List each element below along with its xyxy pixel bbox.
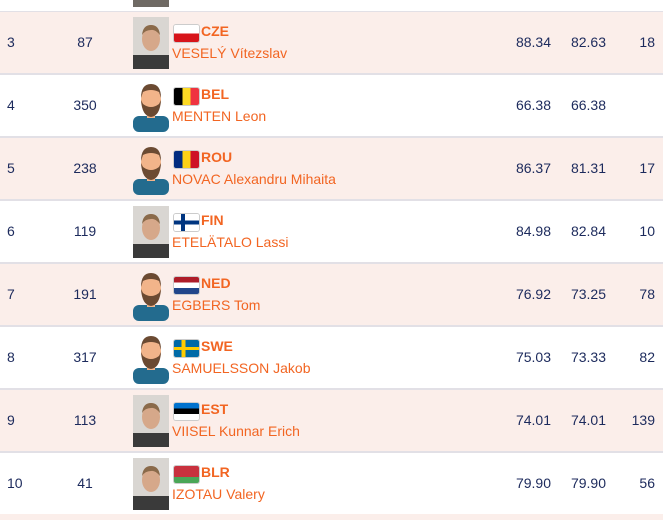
best-mark: 74.01 [515,412,551,428]
table-row[interactable]: 7 191 NED EGBERS Tom 76.92 73.25 78 [0,264,663,327]
next-row-partial [0,514,663,520]
athlete-photo [133,458,169,510]
flag-icon [174,277,199,294]
season-best: 82.84 [570,223,606,239]
country-code: SWE [201,338,233,354]
flag-icon [174,88,199,105]
flag-icon [174,403,199,420]
country-code: FIN [201,212,224,228]
flag-icon [174,466,199,483]
table-row[interactable]: 3 87 CZE VESELÝ Vítezslav 88.34 82.63 18 [0,12,663,75]
season-best: 79.90 [570,475,606,491]
season-best: 81.31 [570,160,606,176]
table-row[interactable]: 4 350 BEL MENTEN Leon 66.38 66.38 [0,75,663,138]
country-code: EST [201,401,229,417]
table-row[interactable]: 6 119 FIN ETELÄTALO Lassi 84.98 82.84 10 [0,201,663,264]
athlete-name-link[interactable]: MENTEN Leon [172,108,267,124]
country-code: BLR [201,464,230,480]
rank: 6 [7,223,15,239]
ranking-value: 17 [639,160,655,176]
flag-icon [174,151,199,168]
country-code: NED [201,275,231,291]
bib-number: 317 [73,349,97,365]
flag-icon [174,25,199,42]
ranking-value: 82 [639,349,655,365]
best-mark: 76.92 [515,286,551,302]
athlete-photo [133,206,169,258]
season-best: 74.01 [570,412,606,428]
country-code: CZE [201,23,229,39]
athlete-name-link[interactable]: ETELÄTALO Lassi [172,234,289,250]
athlete-name-link[interactable]: SAMUELSSON Jakob [172,360,311,376]
bib-number: 350 [73,97,97,113]
best-mark: 84.98 [515,223,551,239]
athlete-photo [133,17,169,69]
country-code: ROU [201,149,233,165]
best-mark: 79.90 [515,475,551,491]
table-row[interactable]: 10 41 BLR IZOTAU Valery 79.90 79.90 56 [0,453,663,516]
table-row[interactable]: 9 113 EST VIISEL Kunnar Erich 74.01 74.0… [0,390,663,453]
rank: 9 [7,412,15,428]
athlete-photo [133,332,169,384]
results-table: 3 87 CZE VESELÝ Vítezslav 88.34 82.63 18… [0,12,663,516]
best-mark: 75.03 [515,349,551,365]
rank: 10 [7,475,23,491]
rank: 5 [7,160,15,176]
athlete-photo [133,395,169,447]
athlete-name-link[interactable]: IZOTAU Valery [172,486,265,502]
bib-number: 113 [73,412,97,428]
athlete-photo [133,0,169,7]
ranking-value: 10 [639,223,655,239]
ranking-value: 56 [639,475,655,491]
athlete-name-link[interactable]: VIISEL Kunnar Erich [172,423,300,439]
bib-number: 191 [73,286,97,302]
bib-number: 41 [77,475,93,491]
season-best: 66.38 [570,97,606,113]
athlete-photo [133,80,169,132]
athlete-photo [133,269,169,321]
athlete-name-link[interactable]: NOVAC Alexandru Mihaita [172,171,336,187]
table-row[interactable]: 8 317 SWE SAMUELSSON Jakob 75.03 73.33 8… [0,327,663,390]
rank: 7 [7,286,15,302]
ranking-value: 139 [631,412,655,428]
flag-icon [174,340,199,357]
best-mark: 86.37 [515,160,551,176]
flag-icon [174,214,199,231]
rank: 8 [7,349,15,365]
bib-number: 87 [77,34,93,50]
best-mark: 88.34 [515,34,551,50]
table-row[interactable]: 5 238 ROU NOVAC Alexandru Mihaita 86.37 … [0,138,663,201]
athlete-name-link[interactable]: VESELÝ Vítezslav [172,45,288,61]
country-code: BEL [201,86,229,102]
athlete-name-link[interactable]: EGBERS Tom [172,297,261,313]
season-best: 73.33 [570,349,606,365]
rank: 3 [7,34,15,50]
ranking-value: 18 [639,34,655,50]
season-best: 82.63 [570,34,606,50]
ranking-value: 78 [639,286,655,302]
season-best: 73.25 [570,286,606,302]
bib-number: 238 [73,160,97,176]
bib-number: 119 [73,223,97,239]
best-mark: 66.38 [515,97,551,113]
athlete-photo [133,143,169,195]
rank: 4 [7,97,15,113]
